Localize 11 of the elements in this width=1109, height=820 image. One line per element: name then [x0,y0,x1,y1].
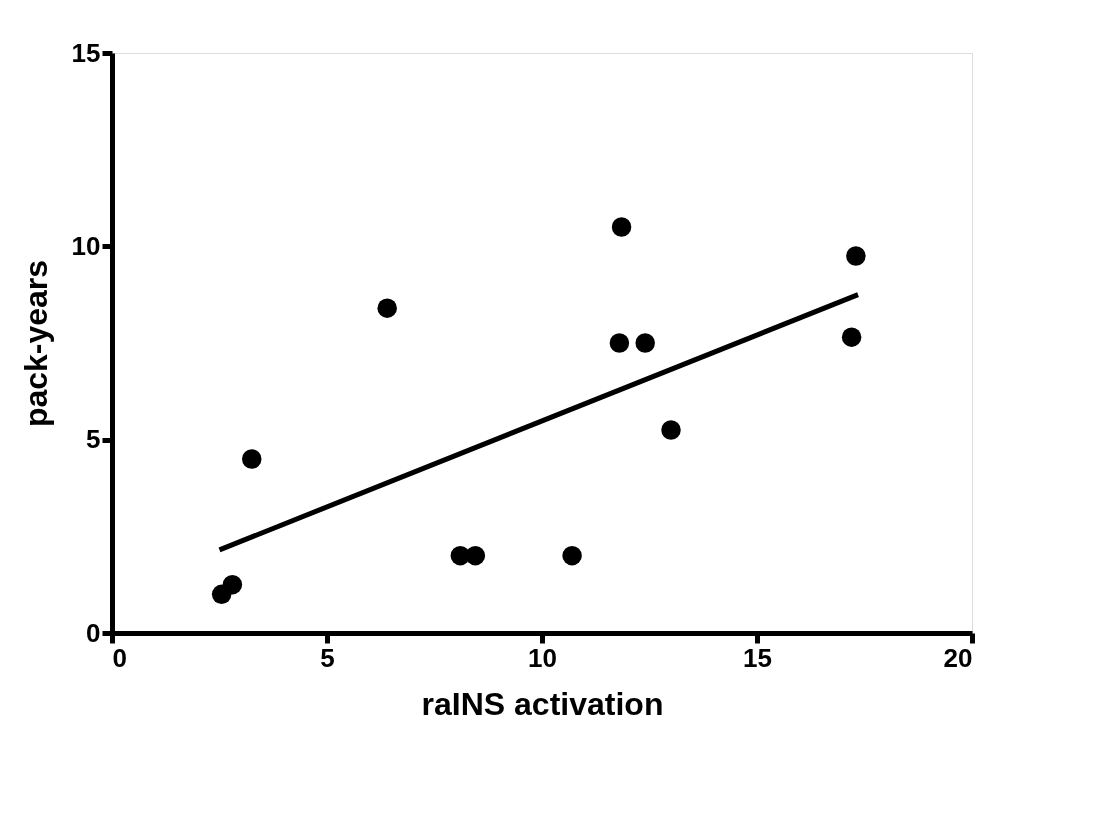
y-tick-label: 10 [71,230,101,261]
x-tick-label: 20 [943,642,973,673]
x-tick-label: 5 [320,642,335,673]
y-axis-title: pack-years [17,259,54,428]
y-tick-label: 15 [71,37,101,68]
x-tick-label: 15 [743,642,772,673]
x-axis-title: raINS activation [421,685,664,722]
x-tick-label: 0 [112,642,127,673]
y-tick-label: 5 [86,424,101,455]
y-tick-label: 0 [86,617,101,648]
x-tick-label: 10 [528,642,557,673]
